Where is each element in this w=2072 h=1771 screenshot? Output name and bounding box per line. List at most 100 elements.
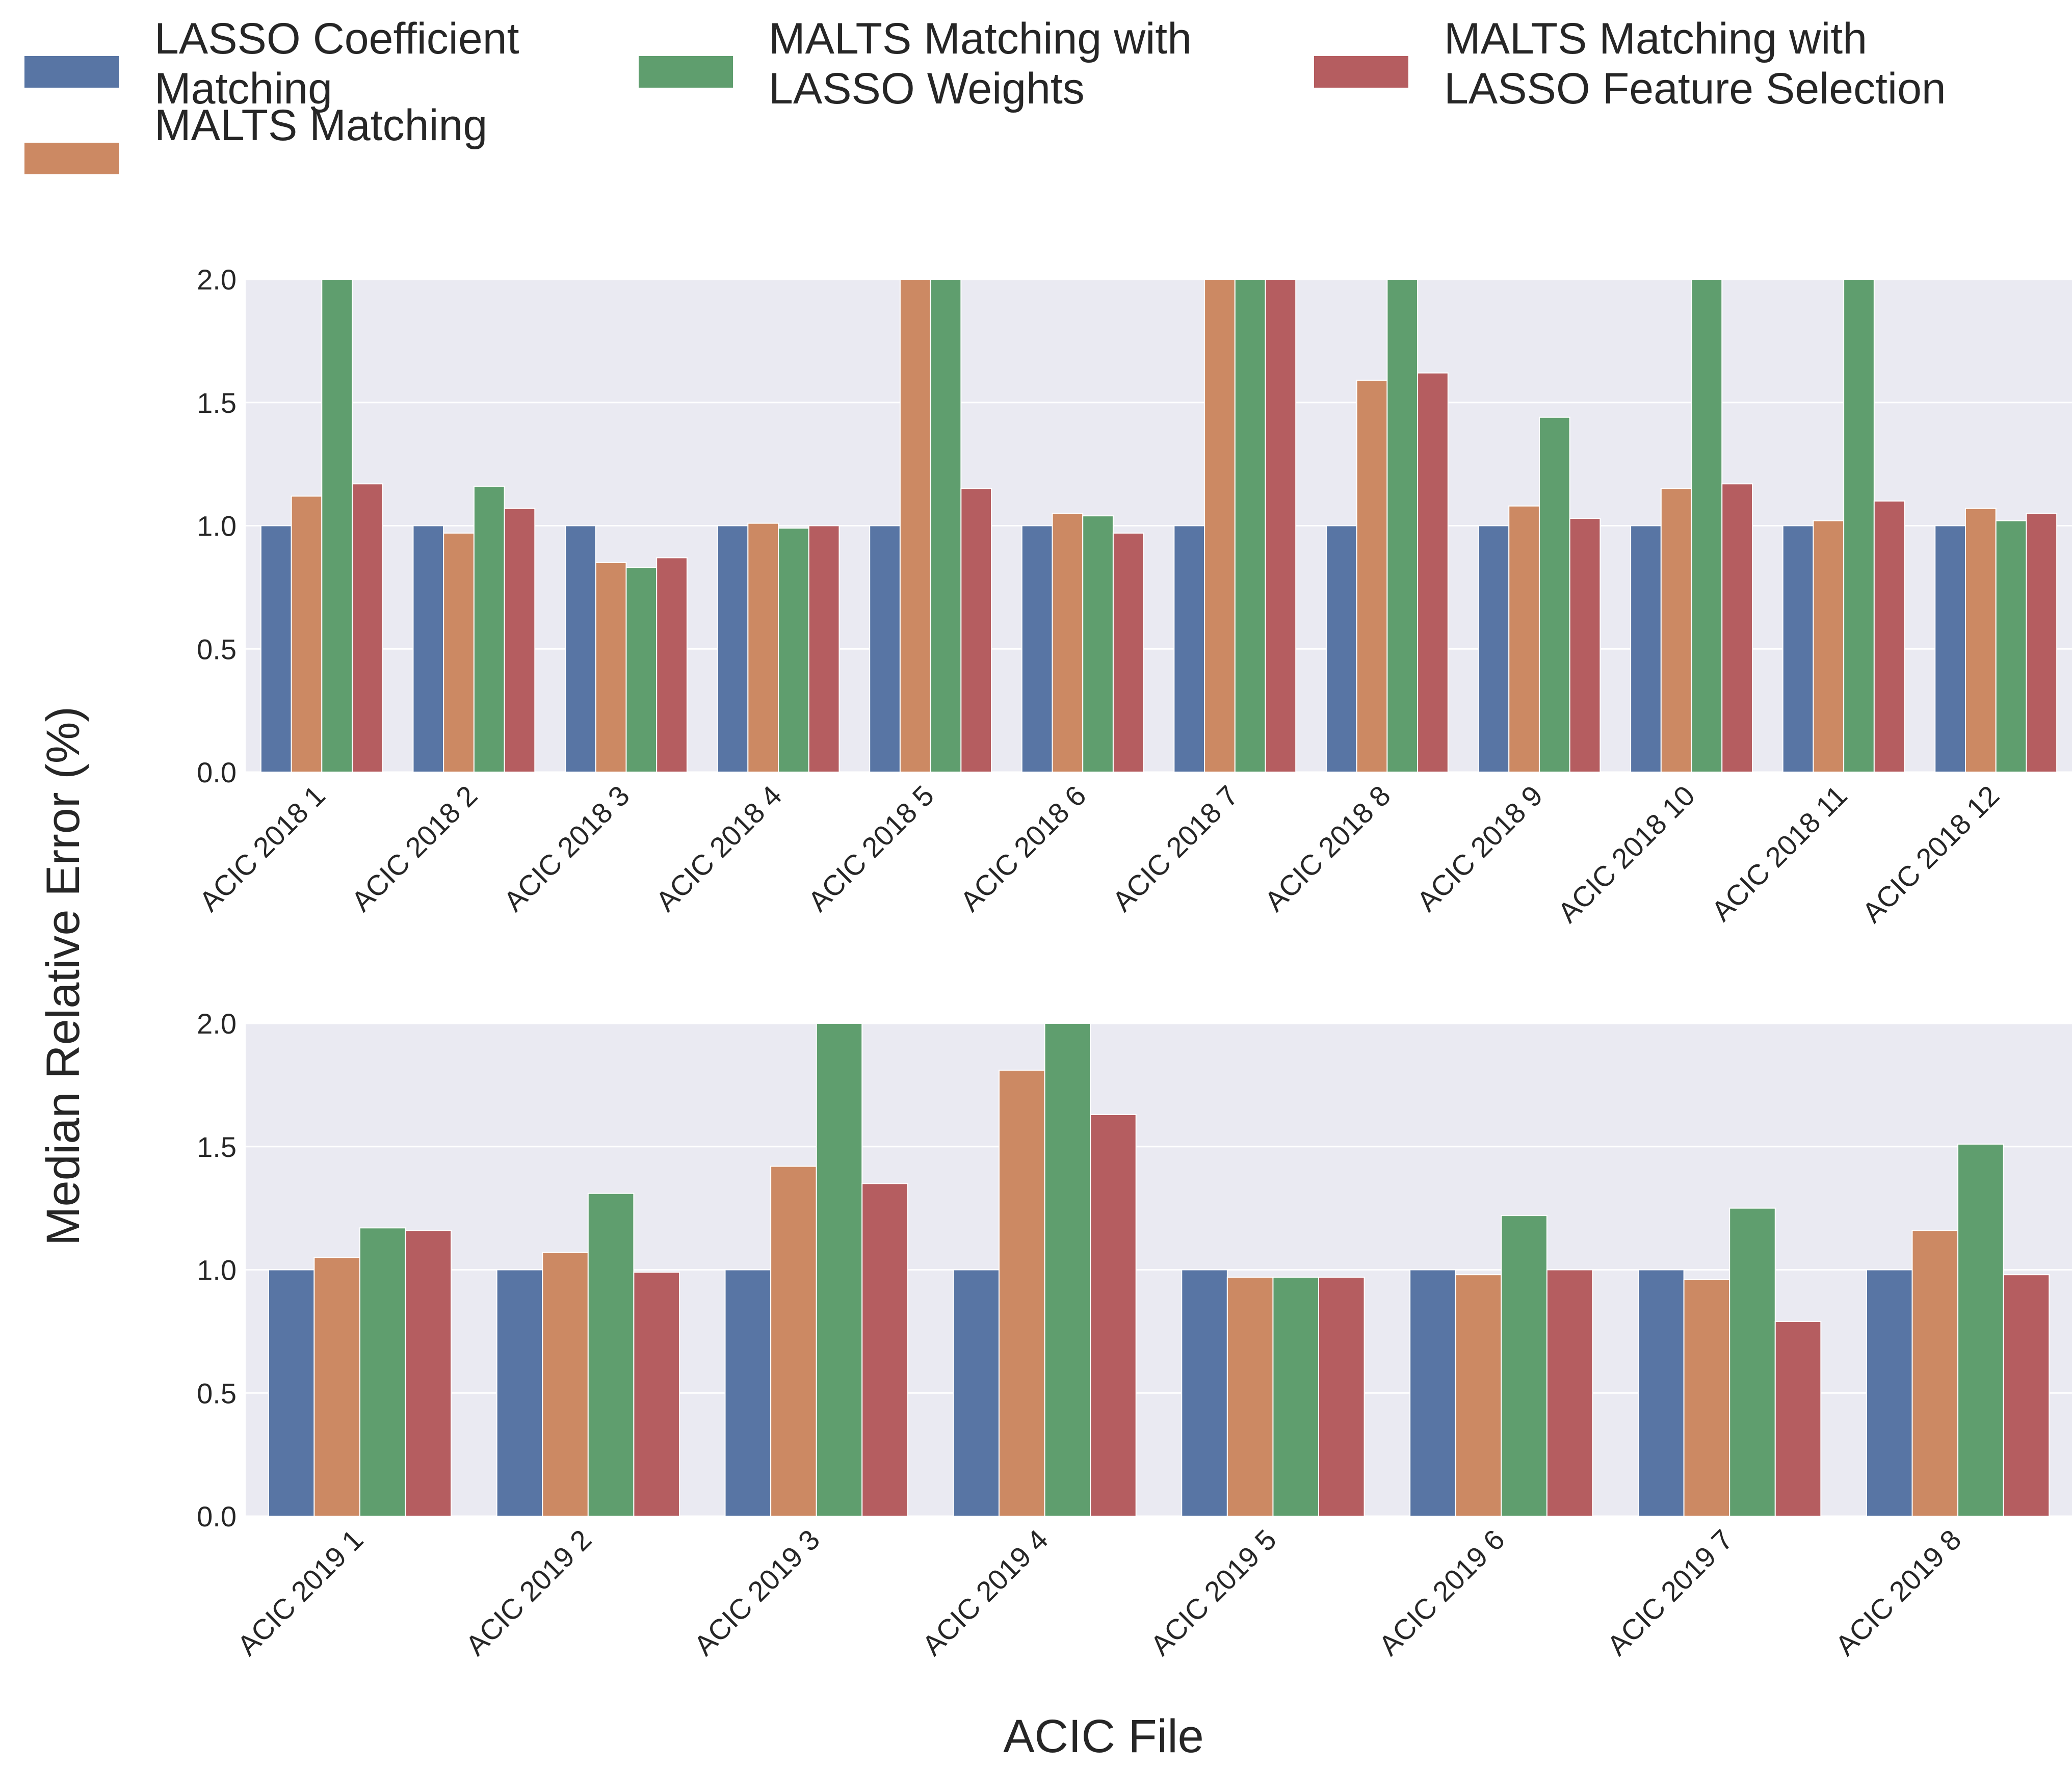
bar-acic-2018-12-series-3 — [1995, 520, 2027, 773]
bar-acic-2018-1-series-3 — [321, 279, 353, 773]
x-tick-label: ACIC 2019 5 — [1144, 1523, 1282, 1661]
x-tick-label: ACIC 2018 2 — [345, 779, 483, 917]
y-axis-ticks: 0.0 0.5 1.0 1.5 2.0 — [197, 263, 237, 788]
bar-acic-2018-7-series-2 — [1204, 279, 1236, 773]
y-tick-label: 0.0 — [197, 756, 237, 788]
y-tick-label: 2.0 — [197, 1008, 237, 1040]
bar-acic-2019-2-series-2 — [542, 1252, 589, 1517]
bar-acic-2019-4-series-3 — [1044, 1023, 1091, 1517]
bar-acic-2018-9-series-4 — [1569, 517, 1601, 773]
legend-label-line: LASSO Feature Selection — [1444, 64, 1946, 113]
bar-acic-2018-7-series-1 — [1173, 525, 1205, 773]
bar-acic-2018-9-series-1 — [1478, 525, 1510, 773]
y-tick-label: 1.0 — [197, 510, 237, 542]
bar-acic-2018-4-series-4 — [808, 525, 840, 773]
legend-item-2: MALTS Matching — [24, 101, 487, 174]
legend-item-3: MALTS Matching with LASSO Weights — [639, 14, 1192, 113]
x-tick-label: ACIC 2019 4 — [916, 1523, 1054, 1661]
bar-acic-2019-6-series-4 — [1546, 1269, 1593, 1517]
legend-label-line: LASSO Weights — [769, 64, 1085, 113]
bar-acic-2018-9-series-3 — [1538, 416, 1570, 773]
bar-acic-2018-8-series-1 — [1325, 525, 1357, 773]
bar-acic-2018-12-series-1 — [1934, 525, 1966, 773]
bar-acic-2019-2-series-1 — [496, 1269, 543, 1517]
x-axis-ticks: ACIC 2019 1 ACIC 2019 2 ACIC 2019 3 ACIC 20… — [231, 1523, 1967, 1661]
bars — [268, 1023, 2050, 1517]
legend-label: LASSO Coefficient Matching — [154, 14, 519, 113]
bar-acic-2018-11-series-4 — [1873, 500, 1905, 773]
bar-acic-2018-3-series-3 — [625, 567, 658, 773]
bar-acic-2018-3-series-2 — [595, 562, 627, 773]
x-axis-ticks: ACIC 2018 1 ACIC 2018 2 ACIC 2018 3 ACIC 20… — [193, 779, 2006, 929]
y-tick-label: 0.5 — [197, 1377, 237, 1409]
bar-acic-2018-10-series-2 — [1660, 488, 1692, 773]
bar-acic-2018-10-series-4 — [1721, 483, 1753, 773]
bar-acic-2019-3-series-4 — [861, 1183, 908, 1517]
bar-acic-2018-2-series-2 — [443, 533, 475, 773]
x-tick-label: ACIC 2018 3 — [497, 779, 636, 917]
legend-swatch — [24, 56, 119, 88]
bar-acic-2018-6-series-3 — [1082, 515, 1114, 773]
bar-acic-2018-6-series-1 — [1021, 525, 1053, 773]
y-axis-ticks: 0.0 0.5 1.0 1.5 2.0 — [197, 1008, 237, 1532]
bar-acic-2018-9-series-2 — [1508, 505, 1540, 773]
x-tick-label: ACIC 2018 10 — [1552, 779, 1701, 929]
bar-acic-2019-2-series-4 — [633, 1272, 680, 1517]
bar-acic-2018-12-series-4 — [2026, 513, 2058, 773]
legend-swatch — [639, 56, 733, 88]
bar-acic-2018-1-series-1 — [260, 525, 292, 773]
x-tick-label: ACIC 2018 5 — [802, 779, 940, 917]
bar-acic-2018-2-series-4 — [504, 508, 536, 773]
bar-acic-2018-5-series-2 — [899, 279, 931, 773]
x-tick-label: ACIC 2018 12 — [1856, 779, 2005, 929]
gridlines — [246, 278, 2072, 773]
bar-acic-2018-11-series-1 — [1782, 525, 1814, 773]
x-tick-label: ACIC 2019 7 — [1601, 1523, 1739, 1661]
bar-acic-2019-5-series-2 — [1226, 1277, 1274, 1517]
x-tick-label: ACIC 2019 3 — [688, 1523, 826, 1661]
bar-acic-2019-8-series-1 — [1866, 1269, 1913, 1517]
bottom-panel-2019: 0.0 0.5 1.0 1.5 2.0 ACIC 2019 1 ACIC 2019 2 ACI… — [197, 1008, 2072, 1661]
x-tick-label: ACIC 2019 1 — [231, 1523, 369, 1661]
bar-acic-2019-7-series-4 — [1774, 1321, 1822, 1517]
y-tick-label: 1.5 — [197, 1131, 237, 1163]
x-tick-label: ACIC 2018 8 — [1258, 779, 1397, 917]
bar-acic-2018-8-series-2 — [1356, 380, 1388, 773]
bar-acic-2019-5-series-3 — [1272, 1277, 1320, 1517]
legend-label-line: LASSO Coefficient — [154, 14, 519, 63]
legend-label-line: MALTS Matching with — [769, 14, 1192, 63]
y-tick-label: 1.0 — [197, 1254, 237, 1286]
y-tick-label: 0.0 — [197, 1500, 237, 1532]
bar-acic-2019-7-series-3 — [1729, 1207, 1776, 1517]
bar-acic-2019-6-series-3 — [1501, 1215, 1548, 1517]
legend-label: MALTS Matching — [154, 101, 487, 150]
x-tick-label: ACIC 2018 6 — [954, 779, 1092, 917]
bar-acic-2019-7-series-1 — [1638, 1269, 1685, 1517]
x-tick-label: ACIC 2018 1 — [193, 779, 331, 917]
bar-acic-2019-6-series-1 — [1409, 1269, 1456, 1517]
bar-acic-2018-2-series-1 — [412, 525, 444, 773]
bar-acic-2019-8-series-3 — [1957, 1143, 2004, 1517]
x-axis-title: ACIC File — [1003, 1710, 1204, 1762]
bar-acic-2018-1-series-4 — [352, 483, 383, 773]
bar-acic-2018-6-series-4 — [1112, 533, 1144, 773]
y-axis-title: Median Relative Error (%) — [37, 706, 89, 1246]
bar-acic-2018-8-series-3 — [1386, 279, 1419, 773]
legend-label-line: Matching — [154, 64, 332, 113]
bar-acic-2018-12-series-2 — [1964, 508, 1997, 773]
x-tick-label: ACIC 2018 11 — [1705, 779, 1853, 927]
bar-acic-2018-7-series-3 — [1234, 279, 1266, 773]
bar-acic-2018-2-series-3 — [473, 486, 505, 773]
bar-acic-2019-1-series-3 — [359, 1227, 406, 1517]
bar-acic-2019-8-series-4 — [2003, 1274, 2050, 1517]
bar-acic-2019-3-series-1 — [724, 1269, 772, 1517]
bar-acic-2019-2-series-3 — [587, 1193, 635, 1517]
bar-acic-2019-4-series-2 — [998, 1069, 1045, 1517]
bar-acic-2019-1-series-1 — [268, 1269, 315, 1517]
bar-acic-2019-4-series-4 — [1090, 1114, 1137, 1517]
bar-acic-2018-11-series-3 — [1843, 279, 1875, 773]
bar-acic-2018-11-series-2 — [1813, 520, 1845, 773]
